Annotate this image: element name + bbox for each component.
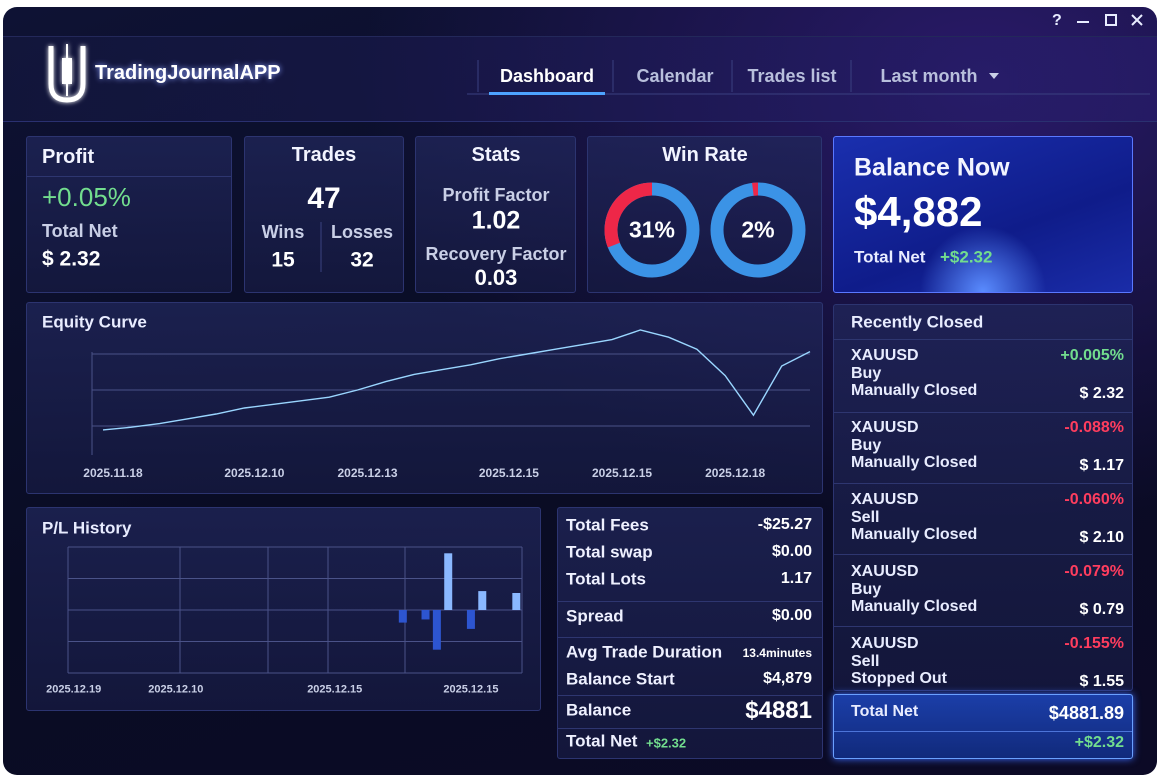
pl-card <box>26 507 541 711</box>
trade-amount: $ 0.79 <box>1079 601 1124 618</box>
summary-value: $4881 <box>745 697 812 724</box>
x-tick-label: 2025.12.13 <box>337 466 398 480</box>
nav-tab[interactable]: Last month <box>880 66 978 86</box>
x-tick-label: 2025.11.18 <box>83 466 143 480</box>
balance-net-label: Total Net <box>854 247 926 267</box>
trade-amount: $ 1.17 <box>1079 457 1124 474</box>
trade-status: Manually Closed <box>851 382 978 399</box>
x-tick-label: 2025.12.10 <box>148 683 204 696</box>
summary-label: Total swap <box>566 542 653 562</box>
trade-symbol: XAUUSD <box>851 347 919 364</box>
balance-title: Balance Now <box>854 153 1010 182</box>
losses-label: Losses <box>330 222 394 242</box>
x-tick-label: 2025.12.15 <box>478 466 539 480</box>
trade-status: Stopped Out <box>851 670 947 687</box>
x-tick-label: 2025.12.15 <box>592 466 653 480</box>
wins-value: 15 <box>271 248 295 272</box>
summary-label: Avg Trade Duration <box>566 642 723 662</box>
total-card <box>833 694 1133 759</box>
app-name: TradingJournalAPP <box>95 62 281 84</box>
profit-card <box>26 136 232 293</box>
equity-title: Equity Curve <box>42 312 147 332</box>
trade-symbol: XAUUSD <box>851 635 919 652</box>
trades-title: Trades <box>291 144 357 166</box>
profit-factor-label: Profit Factor <box>442 185 550 205</box>
trade-change: -0.060% <box>1064 491 1124 508</box>
total-label: Total Net <box>851 703 919 720</box>
total-value: $4881.89 <box>1048 703 1124 723</box>
balance-net-value: +$2.32 <box>940 247 993 267</box>
trade-amount: $ 1.55 <box>1079 673 1124 690</box>
balance-value: $4,882 <box>854 188 983 235</box>
x-tick-label: 2025.12.15 <box>307 683 363 696</box>
summary-value: $0.00 <box>771 607 812 624</box>
recovery-factor-value: 0.03 <box>474 265 518 290</box>
trade-symbol: XAUUSD <box>851 491 919 508</box>
summary-label: Balance <box>566 700 632 720</box>
help-button[interactable]: ? <box>1052 12 1062 29</box>
trade-status: Manually Closed <box>851 526 978 543</box>
trade-side: Sell <box>851 653 880 670</box>
recent-card <box>833 304 1133 691</box>
summary-value: $0.00 <box>771 543 812 560</box>
summary-label: Balance Start <box>566 669 675 689</box>
summary-value: $4,879 <box>763 670 812 687</box>
recent-title: Recently Closed <box>851 312 984 332</box>
trade-amount: $ 2.32 <box>1079 385 1124 402</box>
profit-net-label: Total Net <box>42 221 118 241</box>
profit-change: +0.05% <box>42 182 131 212</box>
losses-value: 32 <box>350 248 374 272</box>
trade-change: +0.005% <box>1060 347 1124 364</box>
x-tick-label: 2025.12.10 <box>224 466 285 480</box>
stats-card <box>415 136 576 293</box>
summary-card <box>557 507 823 759</box>
trade-symbol: XAUUSD <box>851 563 919 580</box>
win-rate-title: Win Rate <box>662 144 748 166</box>
total-net: +$2.32 <box>1074 734 1124 751</box>
summary-label: Total Net <box>566 731 638 751</box>
summary-value: 13.4minutes <box>742 646 812 660</box>
pl-title: P/L History <box>42 518 132 538</box>
trade-symbol: XAUUSD <box>851 419 919 436</box>
stats-title: Stats <box>471 144 521 166</box>
x-tick-label: 2025.12.18 <box>705 466 766 480</box>
summary-label: Spread <box>566 606 624 626</box>
summary-label: Total Fees <box>566 515 649 535</box>
trade-amount: $ 2.10 <box>1079 529 1124 546</box>
trade-change: -0.088% <box>1064 419 1124 436</box>
trade-side: Buy <box>851 365 882 382</box>
profit-net-value: $ 2.32 <box>42 247 101 271</box>
trades-card <box>244 136 404 293</box>
summary-value: 1.17 <box>780 570 812 587</box>
nav-tab[interactable]: Dashboard <box>499 66 595 86</box>
trade-change: -0.155% <box>1064 635 1124 652</box>
recovery-factor-label: Recovery Factor <box>425 244 567 264</box>
trades-total: 47 <box>307 182 341 215</box>
header <box>3 36 1157 122</box>
trade-change: -0.079% <box>1064 563 1124 580</box>
trade-side: Sell <box>851 509 880 526</box>
summary-label: Total Lots <box>566 569 646 589</box>
trade-status: Manually Closed <box>851 454 978 471</box>
wins-label: Wins <box>261 222 305 242</box>
summary-value: -$25.27 <box>757 516 812 533</box>
nav-tab[interactable]: Calendar <box>636 66 714 86</box>
x-tick-label: 2025.12.19 <box>46 683 102 696</box>
profit-factor-value: 1.02 <box>471 206 521 235</box>
trade-side: Buy <box>851 437 882 454</box>
balance-card <box>833 136 1133 293</box>
nav-tab[interactable]: Trades list <box>747 66 837 86</box>
summary-value: +$2.32 <box>646 735 687 751</box>
donut-label: 2% <box>741 216 775 243</box>
profit-title: Profit <box>42 146 95 168</box>
x-tick-label: 2025.12.15 <box>443 683 499 696</box>
trade-side: Buy <box>851 581 882 598</box>
donut-label: 31% <box>628 216 676 243</box>
trade-status: Manually Closed <box>851 598 978 615</box>
